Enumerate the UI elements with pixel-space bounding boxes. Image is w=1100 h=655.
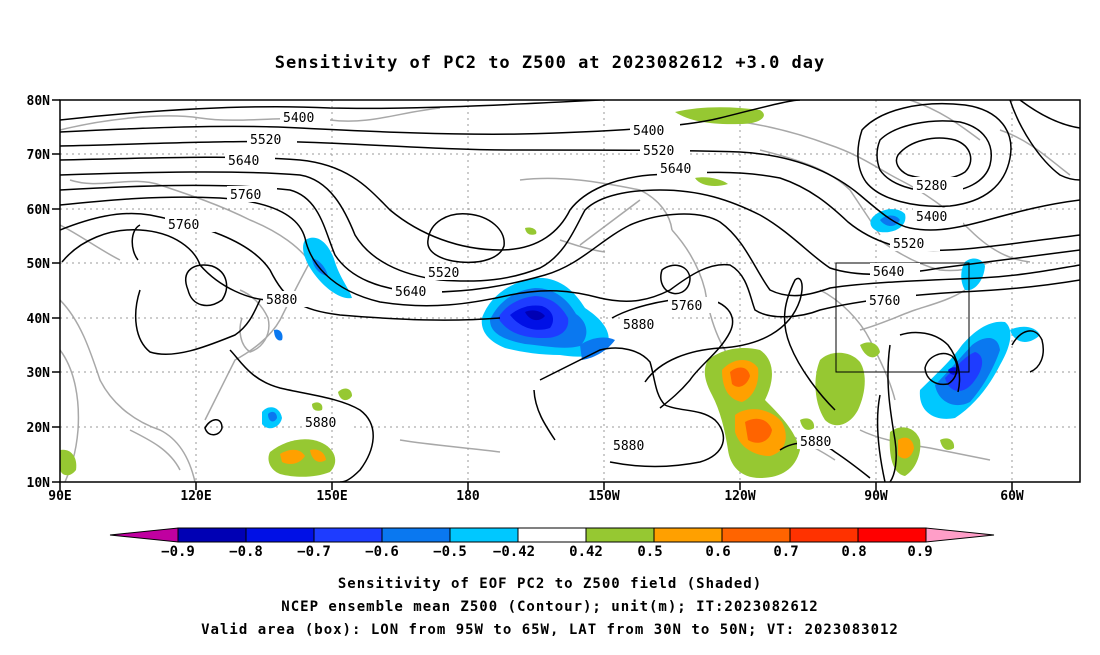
colorbar-swatch [789, 527, 859, 543]
lon-label: 90W [864, 489, 888, 504]
longitude-labels: 90E 120E 150E 180 150W 120W 90W 60W [48, 489, 1024, 504]
contour-label: 5520 [893, 237, 924, 252]
lat-label: 50N [27, 257, 51, 272]
lon-label: 60W [1000, 489, 1024, 504]
colorbar [109, 527, 995, 543]
contour-label: 5520 [250, 133, 281, 148]
colorbar-left-arrow [109, 527, 179, 543]
colorbar-tick: −0.8 [229, 544, 263, 560]
colorbar-tick: 0.42 [569, 544, 603, 560]
colorbar-tick: −0.42 [493, 544, 535, 560]
colorbar-swatch [653, 527, 723, 543]
contour-label: 5400 [916, 210, 947, 225]
colorbar-tick: −0.9 [161, 544, 195, 560]
colorbar-swatch [449, 527, 519, 543]
colorbar-tick: −0.5 [433, 544, 467, 560]
contour-label: 5520 [643, 144, 674, 159]
contour-label: 5640 [228, 154, 259, 169]
colorbar-swatch [585, 527, 655, 543]
contour-label: 5640 [873, 265, 904, 280]
colorbar-swatch [857, 527, 927, 543]
map-frame [59, 99, 1081, 483]
colorbar-tick: 0.7 [773, 544, 798, 560]
lat-label: 10N [27, 476, 51, 491]
contour-label: 5280 [916, 179, 947, 194]
latitude-labels: 80N 70N 60N 50N 40N 30N 20N 10N [27, 94, 51, 491]
colorbar-swatch [245, 527, 315, 543]
lat-label: 40N [27, 312, 51, 327]
colorbar-swatch [313, 527, 383, 543]
colorbar-tick: 0.8 [841, 544, 866, 560]
lon-label: 150W [588, 489, 619, 504]
contour-label: 5760 [230, 188, 261, 203]
colorbar-tick: 0.6 [705, 544, 730, 560]
contour-label: 5760 [671, 299, 702, 314]
lon-label: 90E [48, 489, 71, 504]
caption-line-2: NCEP ensemble mean Z500 (Contour); unit(… [281, 599, 818, 615]
figure-title: Sensitivity of PC2 to Z500 at 2023082612… [275, 53, 826, 73]
contour-label: 5640 [395, 285, 426, 300]
lon-label: 150E [316, 489, 347, 504]
colorbar-swatch [721, 527, 791, 543]
caption: Sensitivity of EOF PC2 to Z500 field (Sh… [201, 576, 899, 638]
lon-label: 120E [180, 489, 211, 504]
lat-label: 20N [27, 421, 51, 436]
contour-label: 5400 [283, 111, 314, 126]
contour-label: 5640 [660, 162, 691, 177]
positive-sensitivity-shading [60, 107, 955, 478]
colorbar-right-arrow [925, 527, 995, 543]
lat-label: 60N [27, 203, 51, 218]
caption-line-1: Sensitivity of EOF PC2 to Z500 field (Sh… [338, 576, 762, 592]
contour-label: 5880 [800, 435, 831, 450]
lat-label: 30N [27, 366, 51, 381]
axis-ticks [52, 99, 1013, 490]
contour-label: 5760 [168, 218, 199, 233]
caption-line-3: Valid area (box): LON from 95W to 65W, L… [201, 622, 899, 638]
contour-label: 5880 [613, 439, 644, 454]
lon-label: 180 [456, 489, 480, 504]
colorbar-swatch [177, 527, 247, 543]
colorbar-tick-labels: −0.9 −0.8 −0.7 −0.6 −0.5 −0.42 0.42 0.5 … [161, 544, 933, 560]
lon-label: 120W [724, 489, 755, 504]
colorbar-tick: 0.5 [637, 544, 662, 560]
colorbar-tick: 0.9 [907, 544, 932, 560]
colorbar-tick: −0.7 [297, 544, 331, 560]
lat-label: 70N [27, 148, 51, 163]
contour-labels: 5400 5520 5640 5760 5760 5880 5400 5520 … [165, 109, 963, 454]
contour-label: 5760 [869, 294, 900, 309]
contour-label: 5880 [266, 293, 297, 308]
contour-label: 5880 [305, 416, 336, 431]
colorbar-swatch [381, 527, 451, 543]
contour-label: 5400 [633, 124, 664, 139]
map-area: 5400 5520 5640 5760 5760 5880 5400 5520 … [60, 100, 1080, 482]
colorbar-tick: −0.6 [365, 544, 399, 560]
lat-label: 80N [27, 94, 51, 109]
colorbar-swatch [517, 527, 587, 543]
contour-label: 5520 [428, 266, 459, 281]
contour-label: 5880 [623, 318, 654, 333]
